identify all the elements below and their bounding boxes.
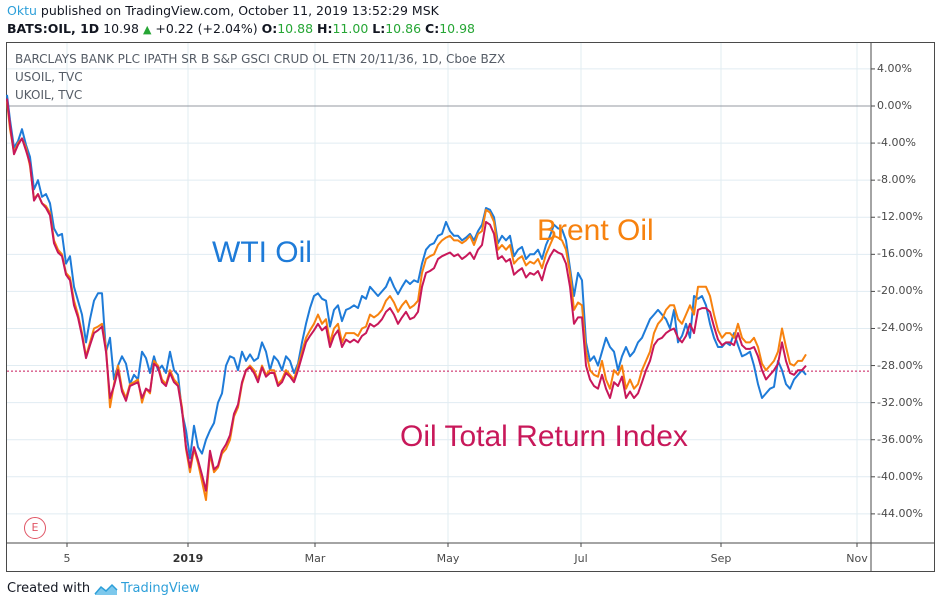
time-axis-label: 2019 bbox=[172, 552, 204, 565]
legend-main-series[interactable]: BARCLAYS BANK PLC IPATH SR B S&P GSCI CR… bbox=[15, 52, 506, 66]
close-value: 10.98 bbox=[439, 21, 475, 36]
price-axis-label: -40.00% bbox=[877, 469, 923, 483]
open-label: O: bbox=[261, 21, 278, 36]
annotation-total-return[interactable]: Oil Total Return Index bbox=[400, 420, 688, 453]
low-label: L: bbox=[372, 21, 386, 36]
tradingview-logo-icon bbox=[94, 583, 118, 595]
chart-frame bbox=[6, 42, 935, 572]
author-link[interactable]: Oktu bbox=[7, 3, 37, 18]
time-axis-label: Mar bbox=[304, 552, 326, 565]
series-total-return-line[interactable] bbox=[6, 98, 807, 492]
legend-usoil[interactable]: USOIL, TVC bbox=[15, 70, 83, 84]
price-axis-label: -16.00% bbox=[877, 247, 923, 261]
time-axis-label: May bbox=[436, 552, 460, 565]
series-wti-line[interactable] bbox=[6, 94, 807, 460]
last-price: 10.98 bbox=[103, 21, 139, 36]
time-axis-label: Nov bbox=[846, 552, 868, 565]
open-value: 10.88 bbox=[277, 21, 314, 36]
publish-info: Oktu published on TradingView.com, Octob… bbox=[7, 3, 439, 18]
symbol-label: BATS:OIL, 1D bbox=[7, 21, 100, 36]
high-label: H: bbox=[317, 21, 333, 36]
high-value: 11.00 bbox=[332, 21, 369, 36]
published-text: published on TradingView.com, October 11… bbox=[36, 3, 439, 18]
close-label: C: bbox=[425, 21, 440, 36]
price-change: +0.22 (+2.04%) bbox=[155, 21, 258, 36]
tradingview-link[interactable]: TradingView bbox=[121, 581, 200, 596]
price-axis-label: -4.00% bbox=[877, 136, 916, 150]
grid-lines bbox=[7, 43, 871, 543]
annotation-brent[interactable]: Brent Oil bbox=[537, 214, 654, 247]
time-axis-label: 5 bbox=[63, 552, 71, 565]
up-arrow-icon: ▲ bbox=[142, 23, 152, 36]
price-axis-label: -28.00% bbox=[877, 358, 923, 372]
price-axis-label: 4.00% bbox=[877, 61, 912, 75]
price-axis-label: -24.00% bbox=[877, 321, 923, 335]
time-axis-label: Sep bbox=[710, 552, 732, 565]
low-value: 10.86 bbox=[385, 21, 422, 36]
created-with-label: Created with bbox=[7, 581, 91, 596]
price-axis-label: -20.00% bbox=[877, 284, 923, 298]
price-axis-label: -12.00% bbox=[877, 210, 923, 224]
footer: Created with TradingView bbox=[7, 581, 200, 596]
price-axis-label: -32.00% bbox=[877, 395, 923, 409]
legend-ukoil[interactable]: UKOIL, TVC bbox=[15, 88, 83, 102]
symbol-info: BATS:OIL, 1D 10.98 ▲ +0.22 (+2.04%) O:10… bbox=[7, 21, 475, 36]
annotation-wti[interactable]: WTI Oil bbox=[212, 236, 312, 269]
price-axis-label: 0.00% bbox=[877, 99, 912, 112]
axis-ticks bbox=[66, 68, 875, 547]
earnings-badge[interactable]: E bbox=[24, 517, 46, 539]
time-axis-label: Jul bbox=[574, 552, 588, 565]
price-axis-label: -36.00% bbox=[877, 432, 923, 446]
price-axis-label: -44.00% bbox=[877, 506, 923, 520]
price-axis-label: -8.00% bbox=[877, 173, 916, 187]
